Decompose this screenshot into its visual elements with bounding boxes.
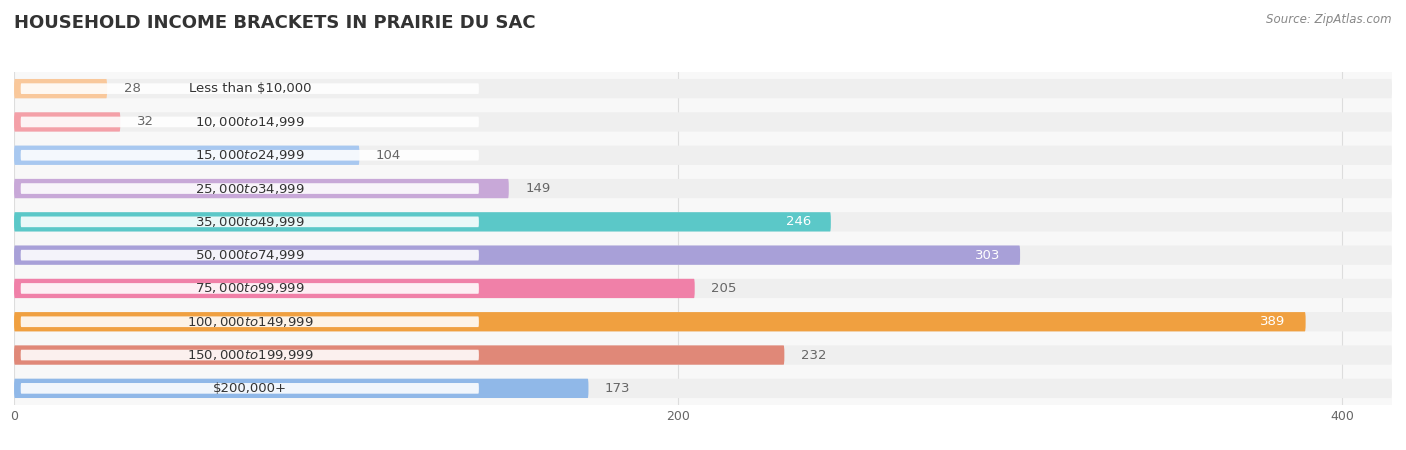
FancyBboxPatch shape — [21, 83, 479, 94]
Text: Source: ZipAtlas.com: Source: ZipAtlas.com — [1267, 14, 1392, 27]
FancyBboxPatch shape — [21, 350, 479, 360]
FancyBboxPatch shape — [14, 246, 1392, 265]
FancyBboxPatch shape — [14, 79, 1392, 98]
FancyBboxPatch shape — [21, 383, 479, 394]
Bar — [14, 105, 1392, 139]
Text: 303: 303 — [974, 249, 1000, 261]
Text: 205: 205 — [711, 282, 737, 295]
FancyBboxPatch shape — [14, 179, 1392, 198]
FancyBboxPatch shape — [14, 146, 360, 165]
Bar — [14, 238, 1392, 272]
FancyBboxPatch shape — [14, 312, 1306, 331]
FancyBboxPatch shape — [14, 312, 1392, 331]
Text: 173: 173 — [605, 382, 630, 395]
FancyBboxPatch shape — [21, 150, 479, 161]
Bar — [14, 305, 1392, 338]
Text: 389: 389 — [1260, 315, 1285, 328]
FancyBboxPatch shape — [14, 279, 1392, 298]
FancyBboxPatch shape — [14, 346, 1392, 365]
FancyBboxPatch shape — [14, 179, 509, 198]
FancyBboxPatch shape — [21, 250, 479, 261]
FancyBboxPatch shape — [14, 379, 1392, 398]
Bar — [14, 139, 1392, 172]
FancyBboxPatch shape — [21, 183, 479, 194]
FancyBboxPatch shape — [21, 117, 479, 127]
Text: $10,000 to $14,999: $10,000 to $14,999 — [195, 115, 305, 129]
Text: 104: 104 — [375, 149, 401, 162]
Text: HOUSEHOLD INCOME BRACKETS IN PRAIRIE DU SAC: HOUSEHOLD INCOME BRACKETS IN PRAIRIE DU … — [14, 14, 536, 32]
Bar — [14, 172, 1392, 205]
Bar — [14, 372, 1392, 405]
Bar — [14, 205, 1392, 239]
FancyBboxPatch shape — [14, 346, 785, 365]
FancyBboxPatch shape — [14, 212, 1392, 231]
Text: $200,000+: $200,000+ — [212, 382, 287, 395]
Text: Less than $10,000: Less than $10,000 — [188, 82, 311, 95]
Bar — [14, 338, 1392, 372]
Bar — [14, 272, 1392, 305]
Text: 149: 149 — [526, 182, 551, 195]
Text: 28: 28 — [124, 82, 141, 95]
Text: $35,000 to $49,999: $35,000 to $49,999 — [195, 215, 305, 229]
FancyBboxPatch shape — [14, 79, 107, 98]
FancyBboxPatch shape — [14, 379, 589, 398]
Text: $75,000 to $99,999: $75,000 to $99,999 — [195, 281, 305, 296]
FancyBboxPatch shape — [14, 279, 695, 298]
Text: $100,000 to $149,999: $100,000 to $149,999 — [187, 315, 314, 329]
FancyBboxPatch shape — [14, 112, 121, 131]
Bar — [14, 72, 1392, 105]
Text: $15,000 to $24,999: $15,000 to $24,999 — [195, 148, 305, 162]
FancyBboxPatch shape — [14, 246, 1021, 265]
FancyBboxPatch shape — [21, 316, 479, 327]
FancyBboxPatch shape — [21, 283, 479, 294]
Text: 232: 232 — [801, 349, 827, 361]
Text: $150,000 to $199,999: $150,000 to $199,999 — [187, 348, 314, 362]
Text: $25,000 to $34,999: $25,000 to $34,999 — [195, 181, 305, 196]
FancyBboxPatch shape — [14, 146, 1392, 165]
Text: 32: 32 — [136, 116, 153, 128]
Text: $50,000 to $74,999: $50,000 to $74,999 — [195, 248, 305, 262]
FancyBboxPatch shape — [14, 212, 831, 231]
Text: 246: 246 — [786, 216, 811, 228]
FancyBboxPatch shape — [14, 112, 1392, 131]
FancyBboxPatch shape — [21, 216, 479, 227]
